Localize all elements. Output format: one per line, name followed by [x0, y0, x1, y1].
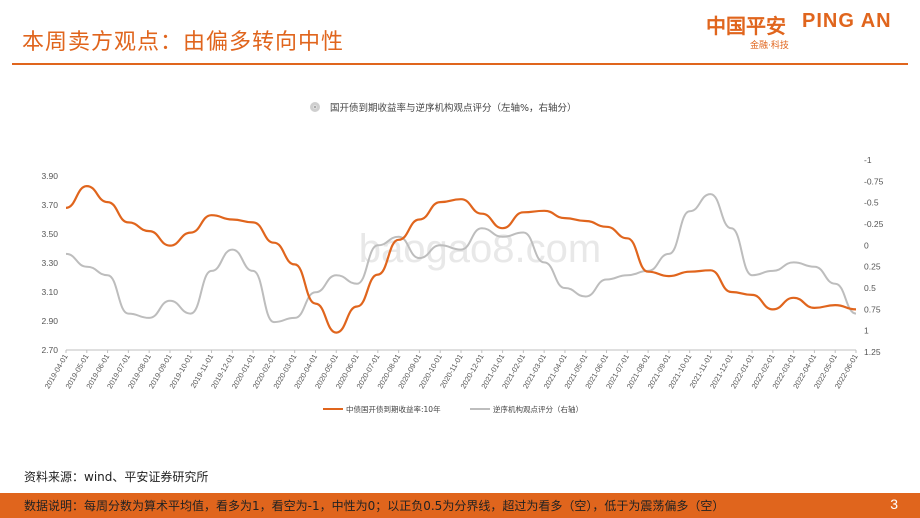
right-tick-label: 1.25	[864, 347, 881, 357]
right-tick-label: 0.5	[864, 283, 876, 293]
brand-logo: 中国平安 PING AN 金融·科技	[706, 10, 906, 51]
right-tick-label: 0.75	[864, 304, 881, 314]
right-tick-label: 0.25	[864, 262, 881, 272]
logo-cn-text: 中国平安	[706, 14, 786, 38]
right-tick-label: 1	[864, 326, 869, 336]
chart-title-group: 国开债到期收益率与逆序机构观点评分（左轴%，右轴分）	[310, 97, 577, 117]
left-axis: 3.90 3.70 3.50 3.30 3.10 2.90 2.70	[41, 171, 58, 355]
right-tick-label: 0	[864, 240, 869, 250]
logo-tagline: 金融·科技	[750, 41, 789, 51]
right-tick-label: -0.75	[864, 176, 884, 186]
title-rule	[12, 63, 908, 65]
right-axis: -1 -0.75 -0.5 -0.25 0 0.25 0.5 0.75 1 1.25	[864, 155, 884, 357]
left-tick-label: 3.10	[41, 287, 58, 297]
legend-label-score: 逆序机构观点评分（右轴）	[493, 404, 583, 414]
left-tick-label: 3.50	[41, 229, 58, 239]
series-group	[65, 185, 857, 334]
page-number: 3	[890, 496, 898, 512]
right-tick-label: -0.25	[864, 219, 884, 229]
left-tick-label: 2.70	[41, 345, 58, 355]
line-chart: baogao8.com 3.90 3.70 3.50 3.30 3.10 2.90 2.70…	[41, 155, 884, 414]
watermark: baogao8.com	[359, 227, 601, 271]
score-series-line	[65, 193, 857, 324]
left-tick-label: 3.90	[41, 171, 58, 181]
footer-bar	[0, 493, 920, 518]
left-tick-label: 2.90	[41, 316, 58, 326]
x-axis: 2019-04-012019-05-012019-06-012019-07-01…	[43, 350, 860, 390]
logo-en-text: PING AN	[802, 10, 892, 32]
chart-title: 国开债到期收益率与逆序机构观点评分（左轴%，右轴分）	[330, 103, 577, 114]
right-tick-label: -0.5	[864, 198, 879, 208]
source-note: 资料来源：wind、平安证券研究所	[24, 470, 209, 484]
footer-note: 数据说明：每周分数为算术平均值，看多为1，看空为-1，中性为0；以正负0.5为分…	[24, 499, 725, 513]
left-tick-label: 3.70	[41, 200, 58, 210]
left-tick-label: 3.30	[41, 258, 58, 268]
legend-label-yield: 中债国开债到期收益率:10年	[346, 404, 441, 414]
legend: 中债国开债到期收益率:10年 逆序机构观点评分（右轴）	[323, 404, 583, 414]
right-tick-label: -1	[864, 155, 872, 165]
yield-series-line	[65, 185, 857, 334]
page-title: 本周卖方观点：由偏多转向中性	[22, 30, 345, 55]
chart-title-ring-icon	[310, 102, 320, 112]
